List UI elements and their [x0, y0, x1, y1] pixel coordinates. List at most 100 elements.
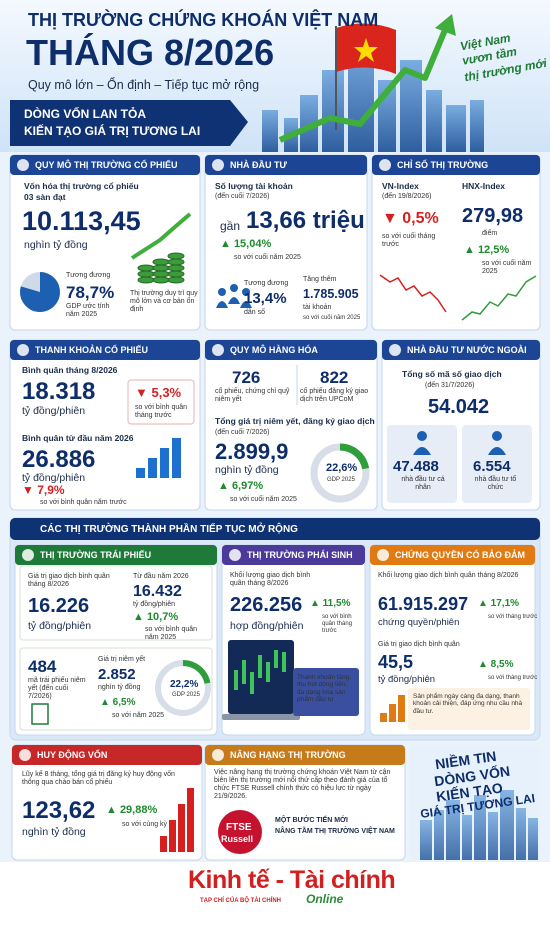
text: so với bình quân năm 2025 — [145, 626, 198, 642]
person-head — [218, 288, 226, 296]
text: (đến 31/7/2026) — [425, 382, 475, 389]
coin — [167, 252, 185, 260]
panel-heading-bar — [205, 745, 405, 765]
building — [462, 815, 472, 860]
person-body — [413, 447, 431, 455]
warrants-note — [408, 688, 530, 730]
donut-arc — [339, 443, 370, 470]
heading-icon — [377, 549, 389, 561]
text: Giá trị niêm yết — [98, 656, 146, 663]
panel-heading-bar — [10, 340, 200, 360]
panel-heading-bar — [205, 340, 377, 360]
text: GDP ước tính năm 2025 — [66, 303, 110, 319]
text: Russell — [221, 834, 254, 844]
text: THỊ TRƯỜNG TRÁI PHIẾU — [40, 550, 152, 560]
text: QUY MÔ HÀNG HÓA — [230, 345, 318, 355]
text: so với cuối năm 2025 — [482, 260, 532, 276]
text: Tăng thêm — [303, 276, 337, 283]
text: mã trái phiếu niêm yết (đến cuối 7/2026) — [28, 677, 86, 701]
text: HUY ĐỘNG VỐN — [37, 750, 108, 760]
text: so với tháng trước — [488, 614, 538, 620]
text: GDP 2025 — [327, 477, 355, 483]
text: 13,4% — [244, 290, 287, 307]
text: ▲ 8,5% — [478, 659, 514, 670]
text: tỷ đồng/phiên — [22, 405, 86, 417]
doc-icon — [31, 703, 49, 725]
person-head — [230, 284, 238, 292]
icon-bar — [169, 820, 176, 852]
text: 2.852 — [98, 666, 136, 683]
text: Tổng số mã số giao dịch — [402, 369, 502, 379]
text: Vốn hóa thị trường cổ phiếu — [24, 181, 139, 191]
text: 822 — [320, 368, 349, 387]
text: tài khoản — [303, 304, 332, 311]
icon-bar — [187, 788, 194, 852]
text: chứng quyền/phiên — [378, 617, 460, 628]
text: 279,98 — [462, 205, 524, 227]
text: 13,66 triệu — [246, 207, 365, 234]
panel-heading-bar — [372, 155, 540, 175]
heading-icon — [389, 344, 401, 356]
text: 78,7% — [66, 283, 115, 302]
banner — [10, 100, 248, 146]
text: dân số — [244, 309, 266, 316]
heading-icon — [212, 159, 224, 171]
growth-arrow — [278, 28, 448, 143]
text: gần — [220, 219, 241, 233]
text: 726 — [232, 368, 261, 387]
text: THÁNG 8/2026 — [26, 32, 275, 73]
text: ▼ 0,5% — [382, 210, 439, 227]
building — [528, 818, 538, 860]
text: tỷ đồng/phiên — [28, 620, 92, 632]
panel-heading-bar — [10, 155, 200, 175]
text: Số lượng tài khoản — [215, 181, 293, 191]
building — [426, 90, 442, 152]
text: 22,6% — [326, 462, 358, 474]
text: 1.785.905 — [303, 287, 359, 301]
building — [300, 95, 318, 152]
building — [516, 808, 526, 860]
text: Tương đương — [244, 280, 289, 287]
bond-box — [19, 647, 213, 731]
text: nhà đầu tư cá nhân — [401, 476, 445, 492]
text: so với cuối năm 2025 — [230, 496, 297, 503]
text: tỷ đồng/phiên — [378, 674, 436, 685]
text: Quy mô lớn – Ổn định – Tiếp tục mở rộng — [28, 78, 260, 92]
text: KIẾN TẠO GIÁ TRỊ TƯƠNG LAI — [24, 124, 201, 138]
text: VN-Index — [382, 181, 419, 191]
text: 18.318 — [22, 378, 96, 405]
icon-bar — [380, 713, 387, 722]
text: Lũy kế 8 tháng, tổng giá trị đăng ký huy… — [22, 771, 175, 787]
laptop-base — [222, 714, 300, 720]
text: ▲ 29,88% — [106, 804, 158, 816]
text: Thanh khoản tăng, thu hút dòng tiền, đa … — [297, 674, 352, 704]
text: Bình quân tháng 8/2026 — [22, 365, 118, 375]
text: ▲ 17,1% — [478, 598, 520, 609]
heading-icon — [19, 749, 31, 761]
text: QUY MÔ THỊ TRƯỜNG CỔ PHIẾU — [35, 160, 178, 170]
text: ▲ 15,04% — [220, 238, 272, 250]
text: ▼ 7,9% — [22, 483, 65, 497]
investor-box — [462, 425, 532, 503]
icon-bar — [136, 468, 145, 478]
text: (đến 19/8/2026) — [382, 193, 432, 200]
text: THANH KHOẢN CỔ PHIẾU — [35, 345, 149, 355]
text: Khối lượng giao dịch bình quân tháng 8/2… — [378, 572, 519, 579]
text: DÒNG VỐN LAN TỎA — [24, 107, 146, 121]
icon-bar — [148, 458, 157, 478]
text: so với bình quân tháng trước — [322, 614, 353, 634]
icon-bar — [160, 448, 169, 478]
heading-icon — [379, 159, 391, 171]
text: 226.256 — [230, 594, 303, 616]
heading-icon — [229, 549, 241, 561]
text: NÂNG HẠNG THỊ TRƯỜNG — [230, 750, 346, 760]
text: CHỈ SỐ THỊ TRƯỜNG — [397, 160, 489, 170]
text: ▲ 10,7% — [133, 611, 179, 623]
text: ▲ 11,5% — [310, 598, 351, 609]
person-body — [240, 301, 252, 308]
text: Từ đầu năm 2026 — [133, 573, 189, 580]
text: THỊ TRƯỜNG PHÁI SINH — [247, 550, 353, 560]
text: so với bình quân tháng trước — [135, 404, 188, 420]
